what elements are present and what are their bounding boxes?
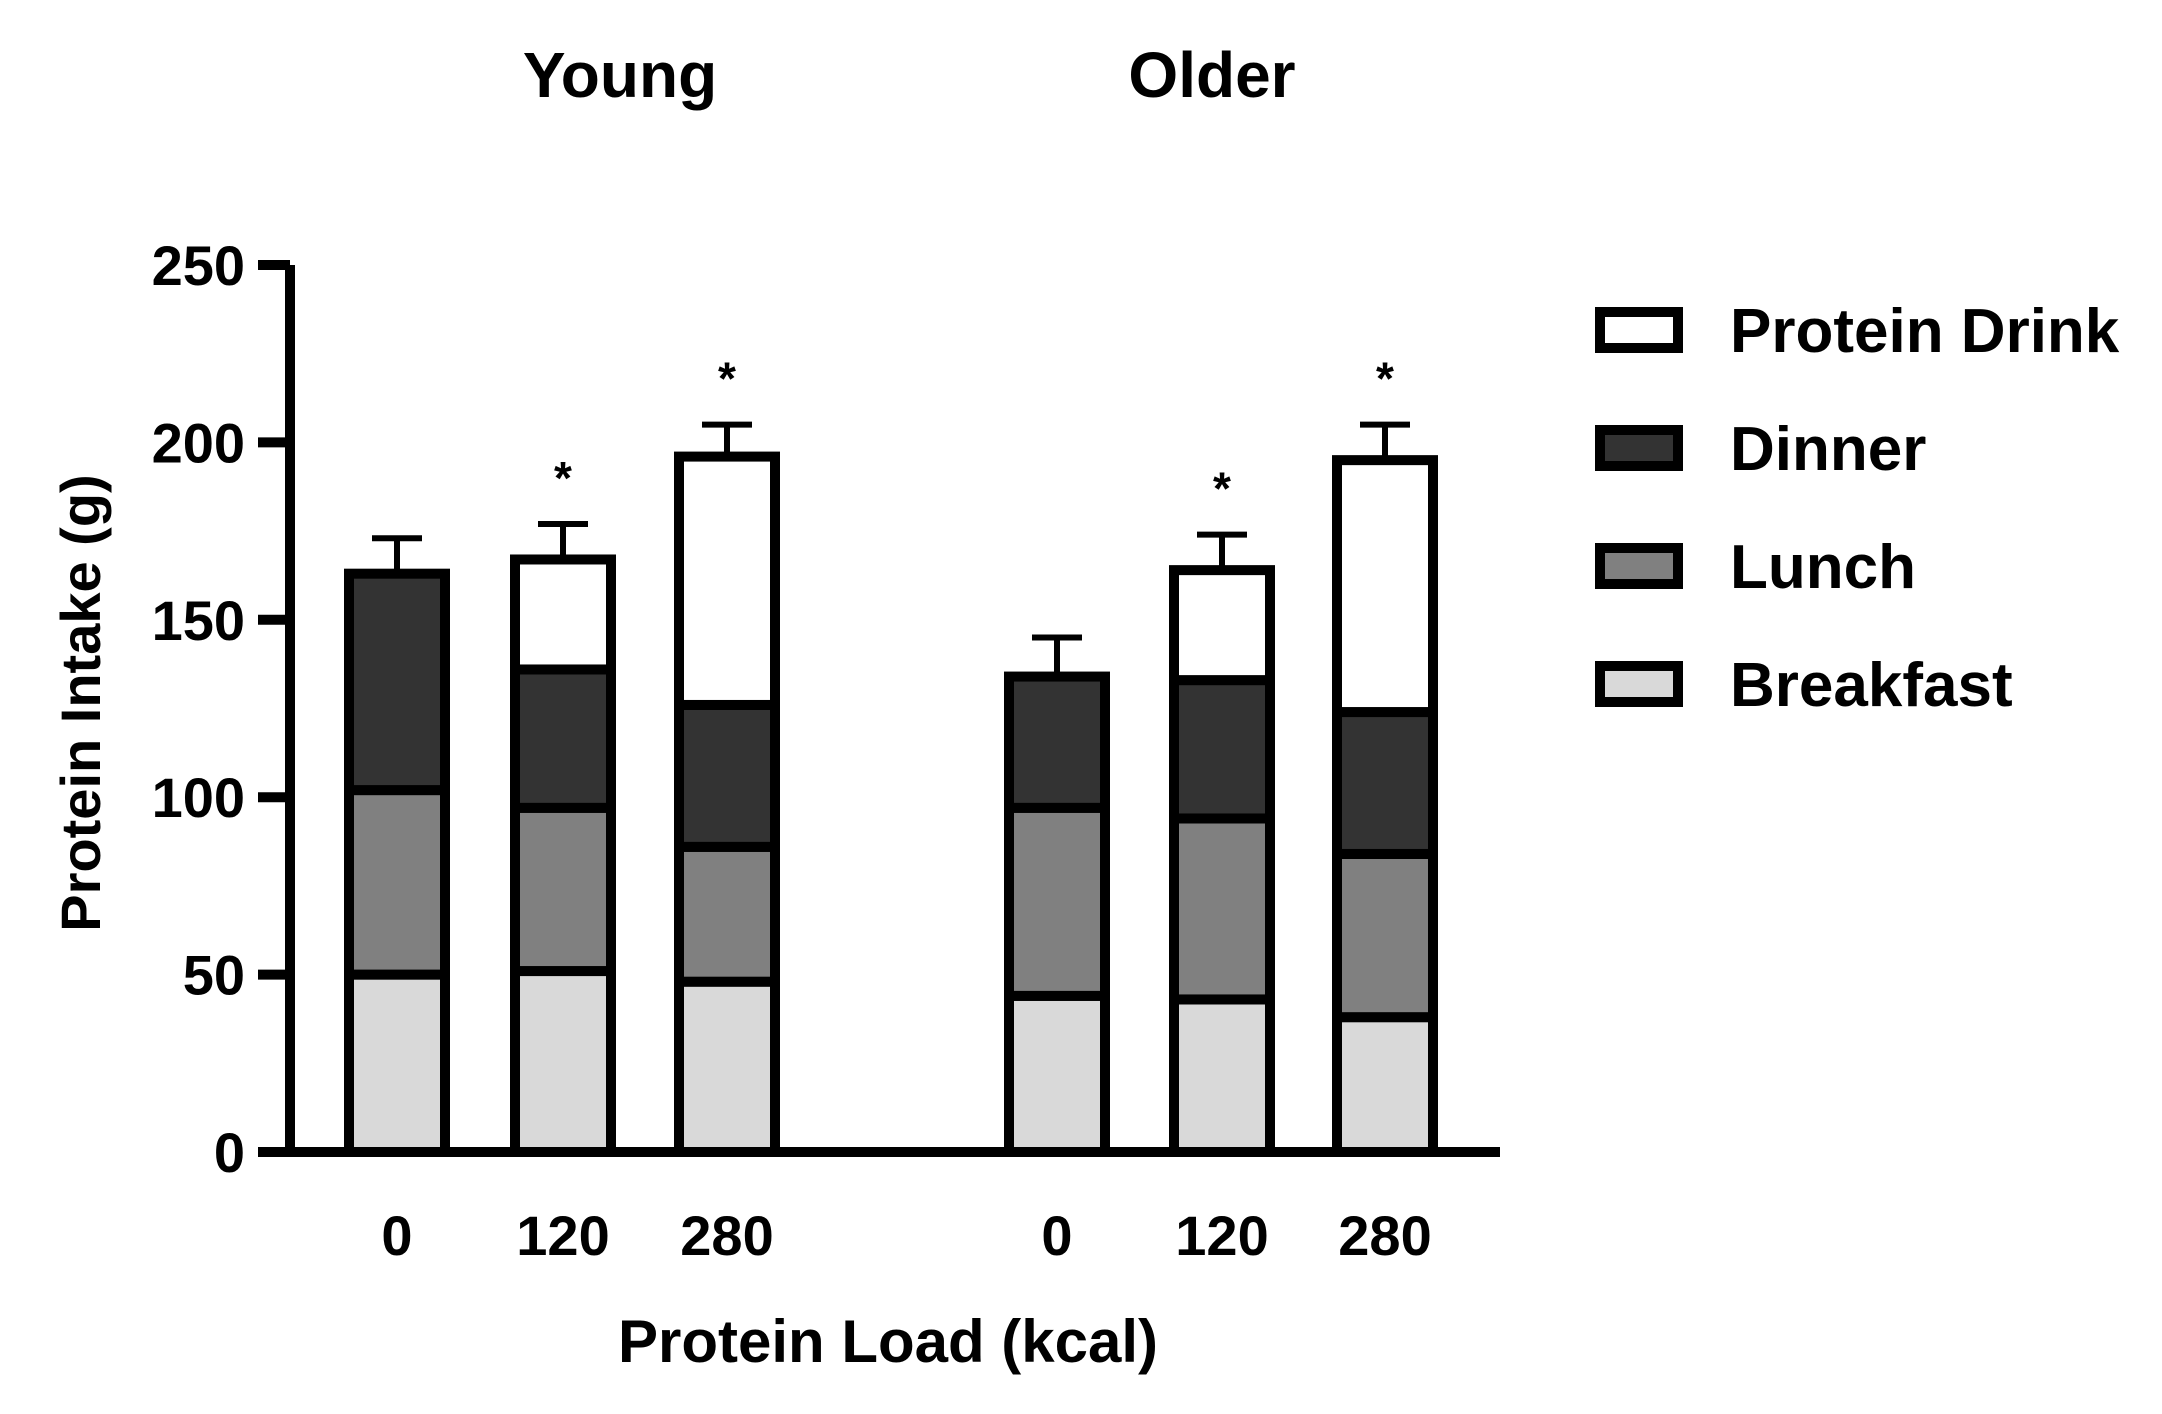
bar-segment-dinner — [510, 664, 616, 813]
legend-label-protein-drink: Protein Drink — [1730, 297, 2120, 366]
bar-segment-lunch — [510, 802, 616, 977]
y-axis-label: Protein Intake (g) — [49, 474, 112, 931]
y-tick-label: 200 — [152, 411, 245, 474]
x-tick-label: 280 — [680, 1204, 773, 1267]
bar-segment-breakfast — [510, 966, 616, 1157]
x-tick-label: 120 — [1175, 1204, 1268, 1267]
y-tick-label: 50 — [183, 944, 245, 1007]
legend-swatch-breakfast — [1595, 661, 1683, 707]
x-tick-label: 0 — [1041, 1204, 1072, 1267]
bar-segment-breakfast — [1169, 994, 1275, 1157]
legend-swatch-lunch — [1595, 543, 1683, 589]
legend-label-dinner: Dinner — [1730, 415, 1926, 484]
group-title-older: Older — [1128, 39, 1295, 111]
bar-segment-breakfast — [1332, 1012, 1438, 1158]
significance-marker: * — [1213, 463, 1231, 515]
bar-segment-protein-drink — [1169, 565, 1275, 686]
bar-segment-dinner — [1332, 707, 1438, 859]
bar-segment-lunch — [674, 841, 780, 987]
bar-segment-dinner — [674, 699, 780, 852]
x-tick-label: 280 — [1338, 1204, 1431, 1267]
x-tick-label: 0 — [381, 1204, 412, 1267]
plot-area: 0 50 100 150 200 250 0 * 120 * 280 0 * 120 * 280 — [152, 234, 1500, 1267]
bar-segment-dinner — [1004, 671, 1110, 813]
x-axis-label: Protein Load (kcal) — [618, 1308, 1158, 1375]
y-tick-label: 100 — [152, 766, 245, 829]
bar-segment-dinner — [1169, 675, 1275, 824]
legend-swatch-dinner — [1595, 425, 1683, 471]
bar-segment-dinner — [344, 568, 450, 796]
y-tick-label: 250 — [152, 234, 245, 297]
bar-segment-lunch — [344, 785, 450, 980]
bar-segment-protein-drink — [510, 554, 616, 675]
significance-marker: * — [718, 353, 736, 405]
significance-marker: * — [1376, 353, 1394, 405]
bar-segment-breakfast — [674, 976, 780, 1157]
legend-label-breakfast: Breakfast — [1730, 651, 2013, 720]
bar-segment-lunch — [1004, 802, 1110, 1001]
y-tick-label: 0 — [214, 1121, 245, 1184]
x-tick-label: 120 — [516, 1204, 609, 1267]
legend: Protein Drink Dinner Lunch Breakfast — [1595, 297, 2120, 720]
bar-segment-breakfast — [344, 969, 450, 1157]
group-title-young: Young — [523, 39, 717, 111]
bar-segment-protein-drink — [1332, 455, 1438, 718]
legend-swatch-protein-drink — [1595, 307, 1683, 353]
bar-segment-lunch — [1169, 813, 1275, 1005]
bar-segment-protein-drink — [674, 451, 780, 710]
bar-segment-lunch — [1332, 848, 1438, 1023]
legend-label-lunch: Lunch — [1730, 533, 1916, 602]
significance-marker: * — [554, 452, 572, 504]
y-tick-label: 150 — [152, 589, 245, 652]
bar-segment-breakfast — [1004, 990, 1110, 1157]
